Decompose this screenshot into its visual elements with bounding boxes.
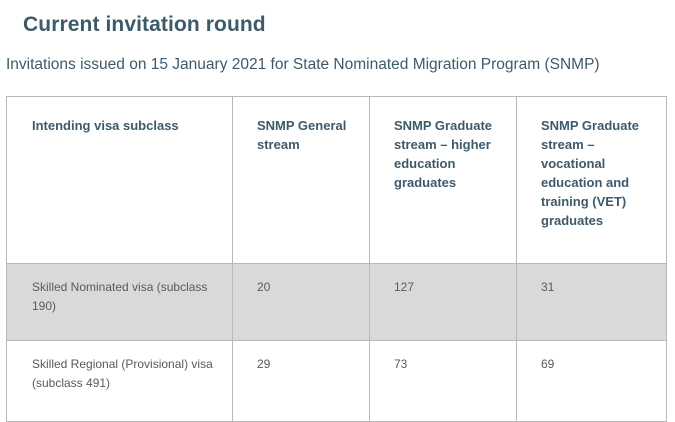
table-row: Skilled Nominated visa (subclass 190) 20… (6, 263, 667, 341)
graduate-higher-education-cell: 127 (369, 263, 517, 341)
graduate-vet-cell: 31 (516, 263, 667, 341)
graduate-vet-cell: 69 (516, 340, 667, 422)
header-graduate-vet: SNMP Graduate stream – vocational educat… (516, 96, 667, 264)
general-stream-cell: 20 (232, 263, 370, 341)
table-row: Skilled Regional (Provisional) visa (sub… (6, 340, 667, 422)
table-header-row: Intending visa subclass SNMP General str… (6, 96, 667, 264)
header-graduate-higher-education: SNMP Graduate stream – higher education … (369, 96, 517, 264)
header-general-stream: SNMP General stream (232, 96, 370, 264)
visa-subclass-cell: Skilled Nominated visa (subclass 190) (6, 263, 233, 341)
page-subtitle: Invitations issued on 15 January 2021 fo… (6, 56, 600, 73)
header-visa-subclass: Intending visa subclass (6, 96, 233, 264)
visa-subclass-cell: Skilled Regional (Provisional) visa (sub… (6, 340, 233, 422)
general-stream-cell: 29 (232, 340, 370, 422)
invitation-table: Intending visa subclass SNMP General str… (6, 96, 667, 422)
page-title: Current invitation round (23, 13, 266, 36)
graduate-higher-education-cell: 73 (369, 340, 517, 422)
